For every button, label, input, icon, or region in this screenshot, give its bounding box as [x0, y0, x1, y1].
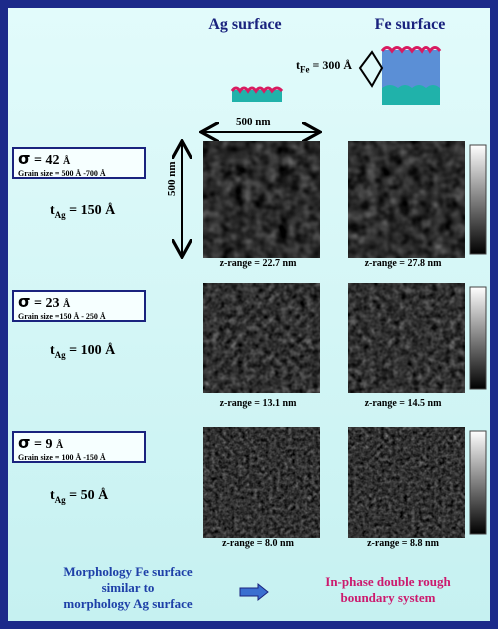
- fe-schematic: [358, 46, 442, 105]
- sigma-symbol: σ: [18, 292, 31, 311]
- sub: Ag: [54, 494, 66, 505]
- z-range: z-range = 27.8 nm: [364, 258, 442, 269]
- afm-image: [203, 283, 320, 393]
- conclusion-right: In-phase double rough boundary system: [325, 574, 450, 606]
- z-range: z-range = 13.1 nm: [219, 398, 297, 409]
- t: t: [50, 488, 55, 503]
- line: morphology Ag surface: [63, 596, 193, 611]
- header-fe: Fe surface: [374, 16, 446, 33]
- sub: Fe: [300, 64, 310, 75]
- z-range: z-range = 8.0 nm: [222, 538, 294, 549]
- sigma-symbol: σ: [18, 433, 31, 452]
- sigma-box: σ = 23 Å Grain size =150 Å - 250 Å: [12, 290, 146, 322]
- afm-image: [203, 427, 320, 538]
- t: t: [50, 343, 55, 358]
- t-ag: tAg = 150 Å: [50, 203, 115, 220]
- scale-label-v: 500 nm: [166, 161, 178, 196]
- colorbar: [469, 286, 487, 390]
- t-fe-label: tFe = 300 Å: [296, 58, 352, 74]
- z-range: z-range = 14.5 nm: [364, 398, 442, 409]
- afm-image: [348, 283, 465, 393]
- t-ag: tAg = 50 Å: [50, 488, 108, 505]
- colorbar: [469, 430, 487, 535]
- ag-schematic: [230, 86, 284, 102]
- afm-image: [203, 141, 320, 258]
- t: t: [296, 58, 300, 72]
- sub: Ag: [54, 349, 66, 360]
- afm-image: [348, 141, 465, 258]
- colorbar: [469, 144, 487, 255]
- z-range: z-range = 8.8 nm: [367, 538, 439, 549]
- value: = 300 Å: [312, 58, 353, 72]
- value: = 50 Å: [69, 488, 109, 503]
- sigma: σ = 42 Å: [18, 151, 140, 169]
- line: boundary system: [340, 590, 436, 605]
- afm-image: [348, 427, 465, 538]
- sigma-unit: Å: [62, 299, 71, 310]
- grain-size: Grain size =150 Å - 250 Å: [18, 312, 106, 321]
- sigma-value: = 42: [33, 153, 60, 168]
- t: t: [50, 203, 55, 218]
- conclusion-left: Morphology Fe surface similar to morphol…: [63, 564, 192, 612]
- sigma-box: σ = 42 Å Grain size = 500 Å -700 Å: [12, 147, 146, 179]
- line: similar to: [101, 580, 155, 595]
- t-ag: tAg = 100 Å: [50, 343, 115, 360]
- sigma: σ = 9 Å: [18, 435, 140, 453]
- sub: Ag: [54, 209, 66, 220]
- sigma-unit: Å: [55, 440, 64, 451]
- grain-size: Grain size = 500 Å -700 Å: [18, 169, 106, 178]
- sigma-value: = 9: [33, 437, 53, 452]
- grain-size: Grain size = 100 Å -150 Å: [18, 453, 106, 462]
- header-ag: Ag surface: [208, 16, 282, 33]
- value: = 100 Å: [69, 343, 116, 358]
- scale-label: 500 nm: [236, 116, 271, 128]
- line: In-phase double rough: [325, 574, 451, 589]
- line: Morphology Fe surface: [63, 564, 193, 579]
- sigma-unit: Å: [62, 156, 71, 167]
- value: = 150 Å: [69, 203, 116, 218]
- sigma: σ = 23 Å: [18, 294, 140, 312]
- sigma-value: = 23: [33, 296, 60, 311]
- sigma-box: σ = 9 Å Grain size = 100 Å -150 Å: [12, 431, 146, 463]
- z-range: z-range = 22.7 nm: [219, 258, 297, 269]
- sigma-symbol: σ: [18, 149, 31, 168]
